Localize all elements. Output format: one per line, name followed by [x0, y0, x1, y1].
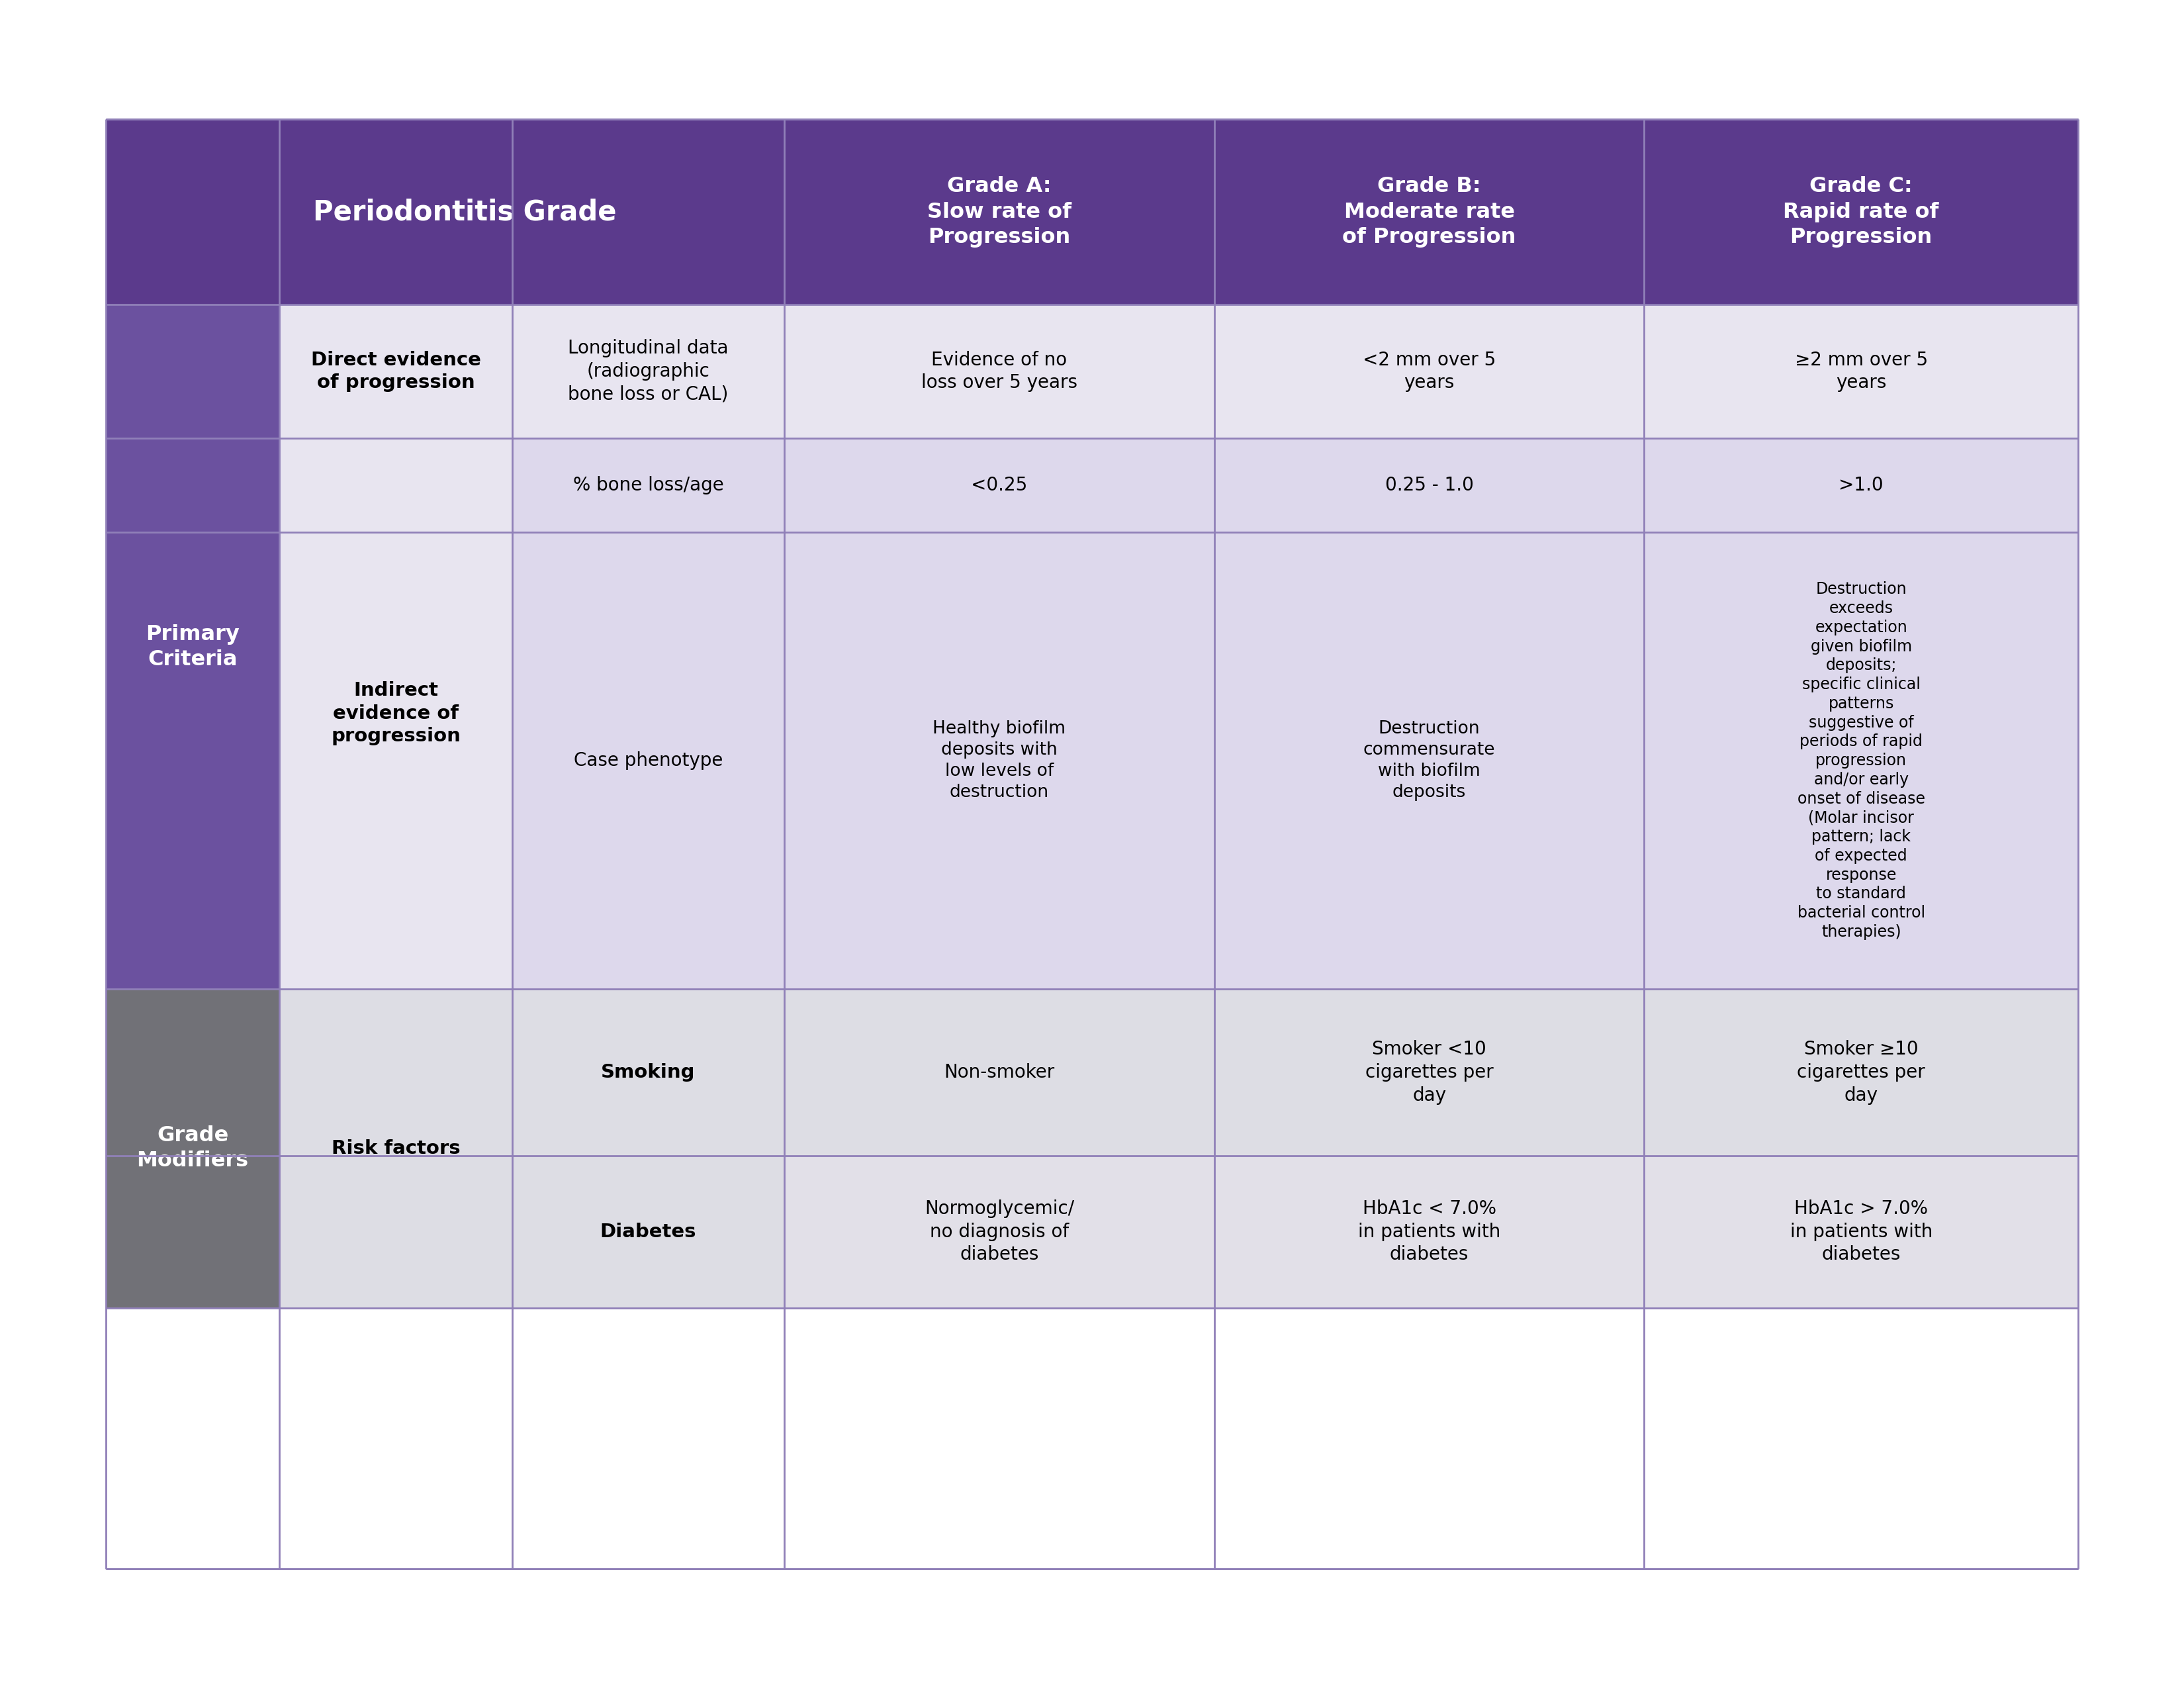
Text: Longitudinal data
(radiographic
bone loss or CAL): Longitudinal data (radiographic bone los…: [568, 339, 729, 403]
Text: Evidence of no
loss over 5 years: Evidence of no loss over 5 years: [922, 351, 1077, 392]
Bar: [784, 1156, 2079, 1308]
Bar: [105, 306, 280, 989]
Text: Smoker ≥10
cigarettes per
day: Smoker ≥10 cigarettes per day: [1797, 1040, 1926, 1104]
Bar: [105, 989, 280, 1308]
Text: Primary
Criteria: Primary Criteria: [146, 625, 240, 670]
Text: Grade B:
Moderate rate
of Progression: Grade B: Moderate rate of Progression: [1343, 176, 1516, 248]
Text: Risk factors: Risk factors: [332, 1139, 461, 1158]
Text: HbA1c < 7.0%
in patients with
diabetes: HbA1c < 7.0% in patients with diabetes: [1358, 1200, 1500, 1264]
Bar: [513, 989, 784, 1308]
Bar: [784, 439, 2079, 989]
Text: ≥2 mm over 5
years: ≥2 mm over 5 years: [1795, 351, 1928, 392]
Text: Healthy biofilm
deposits with
low levels of
destruction: Healthy biofilm deposits with low levels…: [933, 721, 1066, 802]
Bar: [105, 120, 2079, 1308]
Text: Periodontitis Grade: Periodontitis Grade: [312, 197, 616, 226]
Text: Normoglycemic/
no diagnosis of
diabetes: Normoglycemic/ no diagnosis of diabetes: [924, 1200, 1075, 1264]
Text: Grade
Modifiers: Grade Modifiers: [138, 1126, 249, 1171]
Text: Case phenotype: Case phenotype: [574, 751, 723, 770]
Text: Direct evidence
of progression: Direct evidence of progression: [310, 351, 480, 392]
Text: HbA1c > 7.0%
in patients with
diabetes: HbA1c > 7.0% in patients with diabetes: [1791, 1200, 1933, 1264]
Text: Destruction
exceeds
expectation
given biofilm
deposits;
specific clinical
patter: Destruction exceeds expectation given bi…: [1797, 581, 1924, 940]
Text: Grade A:
Slow rate of
Progression: Grade A: Slow rate of Progression: [928, 176, 1072, 248]
Bar: [105, 120, 2079, 306]
Text: 0.25 - 1.0: 0.25 - 1.0: [1385, 476, 1474, 495]
Text: Grade C:
Rapid rate of
Progression: Grade C: Rapid rate of Progression: [1782, 176, 1939, 248]
Bar: [280, 306, 513, 989]
Bar: [513, 306, 784, 439]
Bar: [280, 989, 513, 1308]
Text: Non-smoker: Non-smoker: [943, 1063, 1055, 1082]
Bar: [784, 306, 2079, 439]
Text: Smoking: Smoking: [601, 1063, 695, 1082]
Text: Diabetes: Diabetes: [601, 1222, 697, 1241]
Bar: [784, 989, 2079, 1156]
Bar: [513, 439, 784, 989]
Text: Indirect
evidence of
progression: Indirect evidence of progression: [332, 682, 461, 746]
Text: Destruction
commensurate
with biofilm
deposits: Destruction commensurate with biofilm de…: [1363, 721, 1496, 802]
Text: >1.0: >1.0: [1839, 476, 1883, 495]
Text: <2 mm over 5
years: <2 mm over 5 years: [1363, 351, 1496, 392]
Text: <0.25: <0.25: [972, 476, 1026, 495]
Text: % bone loss/age: % bone loss/age: [572, 476, 723, 495]
Text: Smoker <10
cigarettes per
day: Smoker <10 cigarettes per day: [1365, 1040, 1494, 1104]
